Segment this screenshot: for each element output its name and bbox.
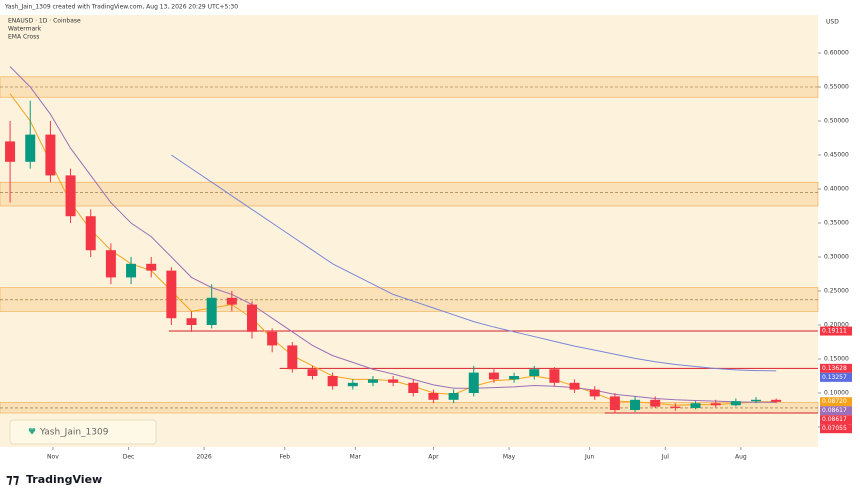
candle-body <box>509 376 520 380</box>
candle-body <box>186 318 197 326</box>
y-tick-label: 0.30000 <box>824 254 849 261</box>
price-label-box <box>820 415 852 425</box>
candle-body <box>730 401 741 406</box>
x-tick-label: 2026 <box>196 454 211 461</box>
candle-body <box>549 369 560 383</box>
x-tick-label: Jun <box>584 454 595 461</box>
candle-body <box>710 403 721 406</box>
symbol: ENAUSD · 1D · Coinbase <box>8 18 81 25</box>
y-tick-label: 0.45000 <box>824 152 849 159</box>
logo-icon: ⁊⁊ <box>6 473 20 488</box>
candle-body <box>670 406 681 408</box>
price-label-box <box>820 397 852 407</box>
y-tick-label: 0.20000 <box>824 322 849 329</box>
candle-body <box>85 216 96 251</box>
indicator: Watermark <box>8 26 42 33</box>
x-tick-label: Aug <box>735 454 747 461</box>
heart-icon: ♥ <box>28 428 36 438</box>
price-label: 0.07055 <box>822 425 847 432</box>
candle-body <box>307 369 318 377</box>
candle-body <box>347 382 358 387</box>
price-label-box <box>820 406 852 416</box>
price-label: 0.08720 <box>822 398 847 405</box>
x-tick-label: Nov <box>47 454 59 461</box>
candle-body <box>226 297 237 305</box>
candle-body <box>126 263 137 278</box>
price-label-box <box>820 372 852 382</box>
y-tick-label: 0.60000 <box>824 50 849 57</box>
y-tick-label: 0.15000 <box>824 356 849 363</box>
zone <box>0 181 819 207</box>
y-tick-label: 0.25000 <box>824 288 849 295</box>
watermark: Yash_Jain_1309 <box>39 428 109 438</box>
logo: TradingView <box>26 473 102 486</box>
y-tick-label: 0.40000 <box>824 186 849 193</box>
ema-line <box>171 154 777 372</box>
candle-body <box>105 250 116 278</box>
price-label-box <box>820 424 852 434</box>
candle-body <box>529 369 540 377</box>
candle-body <box>690 403 701 408</box>
candle-body <box>388 379 399 383</box>
ema-line <box>9 66 777 403</box>
candle-body <box>25 134 36 162</box>
candle-body <box>65 175 76 217</box>
candle-body <box>630 399 641 411</box>
candle-body <box>609 396 620 411</box>
x-tick-label: Jul <box>661 454 670 461</box>
candle-body <box>267 331 278 346</box>
candle-body <box>206 297 217 326</box>
y-tick-label: 0.50000 <box>824 118 849 125</box>
x-tick-label: May <box>503 454 516 461</box>
candle-body <box>166 270 177 319</box>
price-label: 0.08617 <box>822 407 847 414</box>
candle-body <box>569 382 580 390</box>
y-tick-label: 0.10000 <box>824 390 849 397</box>
candle-body <box>45 134 56 176</box>
x-tick-label: Dec <box>123 454 135 461</box>
candle-body <box>247 304 258 332</box>
y-tick-label: 0.35000 <box>824 220 849 227</box>
candle-body <box>468 372 479 394</box>
candle-body <box>146 263 157 271</box>
candle-body <box>650 399 661 407</box>
x-tick-label: Feb <box>279 454 290 461</box>
candle-body <box>408 382 419 394</box>
candle-body <box>488 372 499 380</box>
candle-body <box>589 389 600 397</box>
candle-body <box>751 399 762 402</box>
credit: Yash_Jain_1309 created with TradingView.… <box>4 4 238 11</box>
currency: USD <box>826 19 839 26</box>
x-tick-label: Apr <box>428 454 439 461</box>
x-tick-label: Mar <box>350 454 362 461</box>
indicator: EMA Cross <box>8 34 39 41</box>
price-axis <box>818 15 860 465</box>
candle-body <box>287 345 298 370</box>
candle-body <box>327 376 338 387</box>
price-label: 0.13628 <box>822 365 847 372</box>
price-label: 0.13257 <box>822 374 847 381</box>
candle-body <box>448 393 459 400</box>
price-label: 0.19111 <box>822 328 847 335</box>
watermark-box <box>9 419 157 445</box>
candle-body <box>428 393 439 400</box>
price-label-box <box>820 326 852 336</box>
candle-body <box>5 141 16 162</box>
y-tick-label: 0.55000 <box>824 84 849 91</box>
price-label-box <box>820 363 852 373</box>
candle-body <box>367 379 378 383</box>
price-label: 0.08617 <box>822 416 847 423</box>
candle-body <box>771 399 782 402</box>
